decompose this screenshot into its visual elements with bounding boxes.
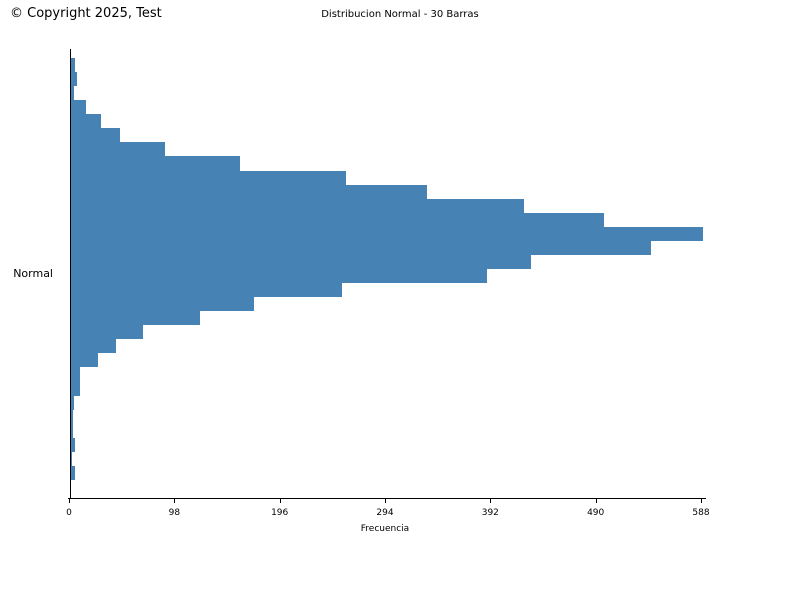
x-tick-mark bbox=[490, 499, 492, 503]
x-tick-mark bbox=[69, 499, 70, 503]
histogram-bar bbox=[71, 268, 487, 283]
x-tick-mark bbox=[279, 499, 281, 503]
histogram-bar bbox=[71, 156, 240, 171]
histogram-bar bbox=[71, 451, 73, 466]
histogram-bar bbox=[71, 114, 102, 129]
x-tick-label: 588 bbox=[692, 508, 710, 518]
histogram-bar bbox=[71, 297, 254, 312]
x-tick-label: 490 bbox=[587, 508, 605, 518]
histogram-bar bbox=[71, 240, 652, 255]
histogram-bar bbox=[71, 184, 427, 199]
x-axis-spine bbox=[68, 498, 706, 499]
x-tick-label: 392 bbox=[481, 508, 499, 518]
x-tick-mark bbox=[385, 499, 386, 503]
histogram-bar bbox=[71, 465, 76, 480]
histogram-bar bbox=[71, 437, 76, 452]
histogram-bar bbox=[71, 72, 78, 87]
histogram-bar bbox=[71, 381, 80, 396]
x-tick-label: 196 bbox=[271, 508, 289, 518]
histogram-bar bbox=[71, 128, 121, 143]
histogram-bar bbox=[71, 409, 74, 424]
histogram-bar bbox=[71, 86, 75, 101]
histogram-bar bbox=[71, 353, 98, 368]
histogram-bar bbox=[71, 142, 165, 157]
y-category-label: Normal bbox=[13, 267, 53, 280]
histogram-bar bbox=[71, 100, 87, 115]
histogram-bar bbox=[71, 367, 80, 382]
x-tick-mark bbox=[701, 499, 702, 503]
bars-container bbox=[71, 58, 703, 480]
x-tick-label: 98 bbox=[168, 508, 181, 518]
histogram-bar bbox=[71, 198, 524, 213]
histogram-bar bbox=[71, 395, 75, 410]
histogram-bar bbox=[71, 283, 342, 298]
x-tick-mark bbox=[595, 499, 597, 503]
histogram-bar bbox=[71, 226, 703, 241]
histogram-bar bbox=[71, 212, 605, 227]
histogram-bar bbox=[71, 254, 532, 269]
x-axis-label: Frecuencia bbox=[360, 524, 410, 534]
chart-title: Distribucion Normal - 30 Barras bbox=[321, 9, 479, 20]
x-tick-label: 0 bbox=[66, 508, 72, 518]
histogram-bar bbox=[71, 170, 347, 185]
y-axis-spine bbox=[70, 49, 71, 498]
x-ticks: 0 98 196 294 392 490 588 bbox=[66, 498, 710, 538]
histogram-bar bbox=[71, 58, 76, 73]
histogram-bar bbox=[71, 311, 200, 326]
x-tick-label: 294 bbox=[376, 508, 394, 518]
histogram-bar bbox=[71, 325, 143, 340]
histogram-bar bbox=[71, 423, 74, 438]
histogram-bar bbox=[71, 339, 117, 354]
copyright-text: © Copyright 2025, Test bbox=[10, 6, 162, 21]
x-tick-mark bbox=[174, 499, 176, 503]
